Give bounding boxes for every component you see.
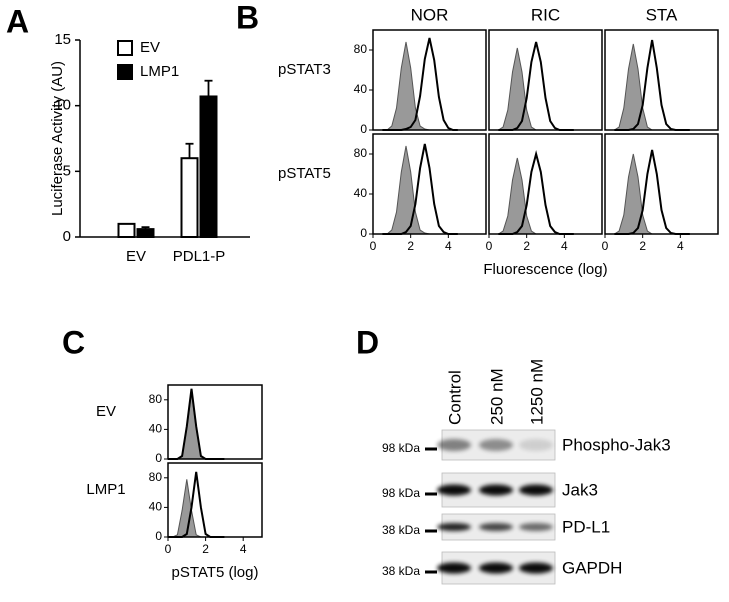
control-histogram <box>496 47 574 131</box>
panel-frame <box>604 29 719 131</box>
y-tick-label: 40 <box>149 500 163 514</box>
sample-histogram <box>382 143 458 235</box>
x-axis-label: Fluorescence (log) <box>483 261 607 278</box>
sample-histogram <box>382 37 458 131</box>
x-tick-label: EV <box>126 248 146 265</box>
band <box>519 523 553 531</box>
x-tick-label: 4 <box>445 239 452 253</box>
y-tick-label: 80 <box>354 42 368 56</box>
panel-frame <box>167 462 263 538</box>
y-tick-label: 5 <box>63 162 71 179</box>
panel-letter: D <box>356 324 379 360</box>
panel-frame <box>372 29 487 131</box>
bar <box>199 95 218 239</box>
marker-label: 38 kDa <box>382 564 420 578</box>
panel-frame <box>167 384 263 460</box>
band <box>519 439 553 451</box>
band <box>479 439 513 451</box>
legend-swatch <box>117 64 133 80</box>
y-tick-label: 0 <box>63 228 71 245</box>
panel-letter: C <box>62 324 85 360</box>
y-tick-label: 0 <box>360 226 367 240</box>
y-tick-label: 10 <box>54 97 71 114</box>
x-tick-label: 0 <box>602 239 609 253</box>
row-label: pSTAT3 <box>278 61 331 78</box>
x-tick-label: 0 <box>486 239 493 253</box>
control-histogram <box>612 43 690 131</box>
column-title: STA <box>646 5 678 24</box>
legend-label: EV <box>140 39 160 56</box>
band <box>519 484 553 496</box>
marker-label: 38 kDa <box>382 523 420 537</box>
lane-label: 250 nM <box>487 368 506 425</box>
column-title: RIC <box>531 5 560 24</box>
protein-label: Phospho-Jak3 <box>562 435 671 454</box>
x-tick-label: 0 <box>165 542 172 556</box>
legend-label: LMP1 <box>140 63 179 80</box>
row-label: EV <box>96 403 116 420</box>
control-histogram <box>382 145 458 235</box>
y-tick-label: 0 <box>155 451 162 465</box>
band <box>479 562 513 574</box>
band <box>479 523 513 531</box>
bar <box>136 228 155 238</box>
band <box>437 523 471 531</box>
panel-frame <box>372 133 487 235</box>
y-tick-label: 15 <box>54 31 71 48</box>
control-histogram <box>612 153 690 235</box>
x-tick-label: 0 <box>370 239 377 253</box>
control-histogram <box>382 41 458 131</box>
marker-label: 98 kDa <box>382 441 420 455</box>
row-label: pSTAT5 <box>278 165 331 182</box>
panel-letter: A <box>6 3 29 39</box>
bar <box>117 222 136 239</box>
x-axis-label: pSTAT5 (log) <box>172 564 259 581</box>
panel-frame <box>488 133 603 235</box>
control-histogram <box>496 157 574 235</box>
y-tick-label: 80 <box>149 392 163 406</box>
y-tick-label: 0 <box>360 122 367 136</box>
band <box>437 484 471 496</box>
panel-letter: B <box>236 0 259 35</box>
bar <box>180 157 199 238</box>
y-tick-label: 40 <box>149 422 163 436</box>
panel-frame <box>604 133 719 235</box>
x-tick-label: 2 <box>523 239 530 253</box>
lane-label: Control <box>445 370 464 425</box>
control-histogram <box>168 479 225 538</box>
row-label: LMP1 <box>86 481 125 498</box>
x-tick-label: 2 <box>202 542 209 556</box>
x-tick-label: 4 <box>240 542 247 556</box>
sample-histogram <box>168 471 225 538</box>
x-tick-label: 4 <box>677 239 684 253</box>
x-tick-label: 4 <box>561 239 568 253</box>
y-tick-label: 40 <box>354 186 368 200</box>
band <box>437 562 471 574</box>
column-title: NOR <box>411 5 449 24</box>
x-tick-label: 2 <box>639 239 646 253</box>
marker-label: 98 kDa <box>382 486 420 500</box>
legend-swatch <box>117 40 133 56</box>
y-axis-label: Luciferase Activity (AU) <box>49 61 66 216</box>
protein-label: PD-L1 <box>562 517 610 536</box>
y-tick-label: 40 <box>354 82 368 96</box>
panel-frame <box>488 29 603 131</box>
band <box>437 439 471 451</box>
band <box>519 562 553 574</box>
band <box>479 484 513 496</box>
y-tick-label: 0 <box>155 529 162 543</box>
x-tick-label: PDL1-P <box>173 248 226 265</box>
protein-label: GAPDH <box>562 558 622 577</box>
x-tick-label: 2 <box>407 239 414 253</box>
y-tick-label: 80 <box>354 146 368 160</box>
y-tick-label: 80 <box>149 470 163 484</box>
protein-label: Jak3 <box>562 480 598 499</box>
lane-label: 1250 nM <box>527 359 546 425</box>
